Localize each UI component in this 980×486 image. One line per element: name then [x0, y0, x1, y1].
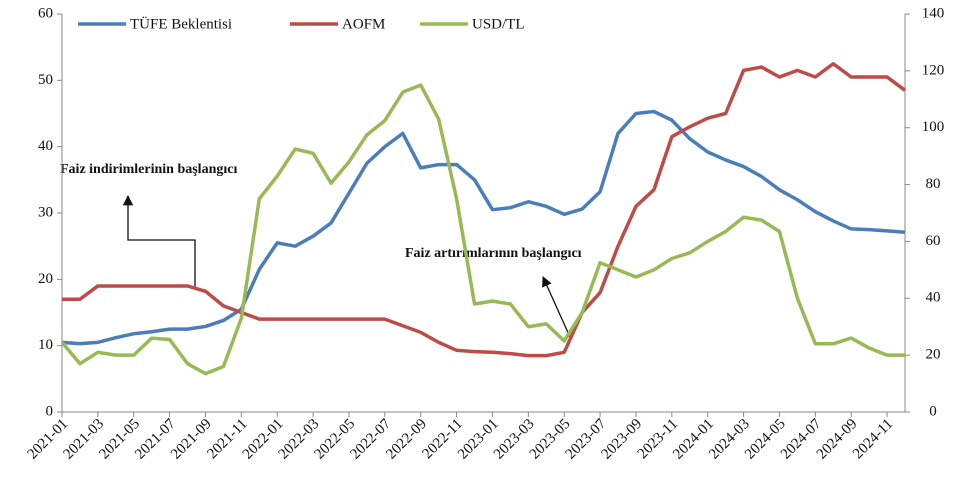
annotation: Faiz artırımlarının başlangıcı: [405, 246, 582, 261]
y-tick-label: 50: [38, 72, 53, 88]
legend-label: TÜFE Beklentisi: [130, 15, 232, 32]
y-tick-label: 60: [38, 5, 53, 21]
x-tick-label: 2024-11: [850, 416, 896, 462]
series-line: [61, 109, 906, 346]
y2-tick-label: 40: [926, 290, 941, 306]
y2-tick-label: 100: [922, 119, 945, 135]
y-tick-label: 0: [46, 403, 54, 419]
y-tick-label: 10: [38, 337, 53, 353]
annotation: Faiz indirimlerinin başlangıcı: [60, 162, 237, 177]
y2-tick-label: 80: [926, 176, 941, 192]
y2-tick-label: 20: [926, 347, 941, 363]
y2-tick-label: 120: [922, 62, 945, 78]
y-tick-label: 30: [38, 204, 53, 220]
series-line: [60, 83, 905, 376]
y-tick-label: 40: [38, 138, 53, 154]
legend-label: AOFM: [342, 16, 385, 32]
legend-label: USD/TL: [472, 16, 525, 32]
annotation-arrows: [122, 194, 571, 338]
y-tick-label: 20: [38, 271, 53, 287]
series-line: [62, 62, 907, 358]
y2-tick-label: 60: [926, 233, 941, 249]
y2-tick-label: 140: [922, 5, 945, 21]
y2-tick-label: 0: [929, 403, 937, 419]
